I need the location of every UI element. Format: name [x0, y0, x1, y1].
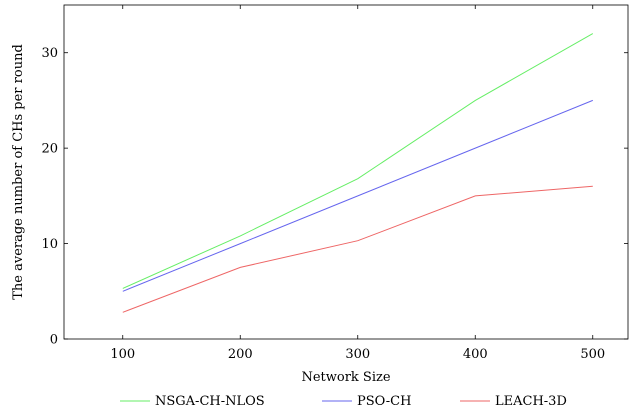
plot-frame [63, 4, 629, 340]
x-tick-label: 200 [228, 347, 253, 362]
y-tick-label: 30 [41, 46, 58, 61]
x-axis-ticks: 100 200 300 400 500 [110, 5, 605, 362]
y-tick-label: 10 [41, 237, 58, 252]
legend-label: LEACH-3D [495, 394, 567, 409]
y-tick-label: 20 [41, 142, 58, 157]
series-line-nsga-ch-nlos [122, 33, 594, 289]
x-tick-label: 300 [345, 347, 370, 362]
x-tick-label: 400 [463, 347, 488, 362]
series-lines [122, 33, 594, 313]
series-line-leach-3d [122, 185, 593, 313]
legend: NSGA-CH-NLOS PSO-CH LEACH-3D [120, 394, 567, 409]
y-tick-label: 0 [50, 333, 58, 348]
y-axis-ticks: 0 10 20 30 [41, 46, 628, 348]
x-tick-label: 100 [110, 347, 135, 362]
x-tick-label: 500 [580, 347, 605, 362]
x-axis-label: Network Size [301, 370, 390, 385]
legend-label: NSGA-CH-NLOS [155, 394, 265, 409]
legend-label: PSO-CH [357, 394, 411, 409]
y-axis-label: The average number of CHs per round [11, 44, 26, 300]
series-line-pso-ch [122, 99, 593, 292]
